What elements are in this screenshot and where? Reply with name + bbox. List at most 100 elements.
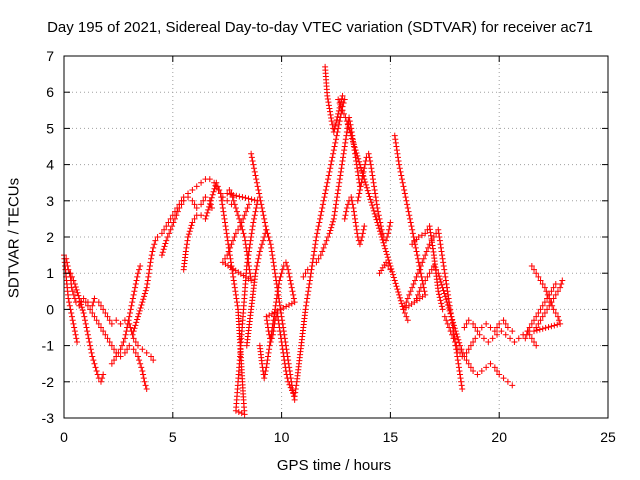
- data-point: [537, 306, 544, 313]
- data-point: [399, 176, 406, 183]
- data-point: [286, 381, 293, 388]
- data-point: [552, 310, 559, 317]
- data-point: [343, 208, 350, 215]
- data-point: [319, 205, 326, 212]
- data-point: [372, 190, 379, 197]
- data-point: [367, 157, 374, 164]
- data-point: [447, 328, 454, 335]
- data-point: [420, 255, 427, 262]
- data-point: [106, 338, 113, 345]
- data-point: [494, 331, 501, 338]
- data-point: [356, 241, 363, 248]
- data-point: [396, 291, 403, 298]
- data-point: [353, 223, 360, 230]
- data-point: [268, 335, 275, 342]
- data-point: [222, 255, 229, 262]
- data-point: [485, 338, 492, 345]
- data-point: [558, 281, 565, 288]
- data-point: [247, 237, 254, 244]
- data-point: [305, 288, 312, 295]
- data-point: [275, 284, 282, 291]
- data-point: [233, 208, 240, 215]
- data-point: [338, 95, 345, 102]
- data-point: [441, 290, 448, 297]
- data-point: [336, 176, 343, 183]
- data-point: [324, 95, 331, 102]
- data-point: [102, 310, 109, 317]
- data-point: [245, 259, 252, 266]
- y-tick-label: 5: [46, 120, 54, 136]
- data-point: [164, 234, 171, 240]
- data-point: [319, 248, 326, 255]
- data-point: [173, 212, 180, 219]
- data-point: [327, 108, 334, 115]
- data-point: [256, 252, 263, 259]
- data-point: [457, 349, 464, 356]
- data-point: [250, 219, 257, 226]
- data-point: [407, 288, 414, 295]
- data-point: [241, 212, 248, 219]
- data-point: [97, 324, 104, 331]
- data-point: [278, 270, 285, 277]
- data-point: [509, 328, 516, 335]
- data-point: [243, 208, 250, 215]
- data-point: [546, 291, 553, 298]
- data-point: [261, 215, 268, 222]
- data-point: [150, 244, 157, 251]
- data-point: [144, 277, 151, 284]
- data-point: [352, 215, 359, 222]
- data-point: [261, 375, 268, 382]
- data-point: [148, 252, 155, 259]
- data-point: [248, 150, 255, 157]
- data-point: [348, 194, 355, 201]
- data-point: [249, 226, 256, 233]
- data-point: [403, 313, 410, 320]
- data-point: [500, 375, 507, 382]
- data-point: [554, 313, 561, 320]
- data-point: [129, 331, 136, 338]
- data-point: [227, 244, 234, 251]
- data-point: [453, 331, 460, 338]
- data-point: [218, 194, 225, 201]
- data-point: [248, 234, 255, 240]
- data-point: [346, 126, 353, 133]
- data-point: [285, 266, 292, 273]
- data-point: [359, 230, 366, 237]
- data-point: [362, 161, 369, 168]
- data-point: [436, 237, 443, 244]
- data-point: [75, 292, 82, 299]
- data-point: [95, 320, 102, 327]
- data-point: [91, 360, 98, 367]
- data-point: [554, 321, 561, 328]
- data-point: [185, 234, 192, 240]
- data-point: [87, 306, 94, 313]
- data-point: [68, 273, 75, 280]
- data-point: [537, 317, 544, 324]
- data-point: [550, 306, 557, 313]
- data-point: [539, 302, 546, 309]
- data-point: [465, 317, 472, 324]
- data-point: [191, 201, 198, 208]
- data-point: [254, 183, 261, 190]
- data-point: [266, 346, 273, 353]
- data-point: [252, 208, 259, 215]
- data-point: [133, 319, 140, 326]
- data-point: [111, 346, 118, 353]
- data-point: [372, 194, 379, 201]
- data-point: [442, 273, 449, 280]
- data-point: [242, 237, 249, 244]
- x-tick-label: 25: [600, 429, 616, 445]
- data-point: [248, 196, 255, 203]
- data-point: [174, 208, 181, 215]
- data-point: [422, 230, 429, 237]
- data-point: [65, 266, 72, 273]
- data-point: [311, 244, 318, 251]
- data-point: [422, 277, 429, 284]
- data-point: [409, 284, 416, 291]
- data-point: [326, 168, 333, 175]
- data-point: [232, 288, 239, 295]
- data-point: [106, 317, 113, 324]
- data-point: [85, 335, 92, 342]
- data-point: [390, 271, 397, 278]
- data-point: [292, 386, 299, 393]
